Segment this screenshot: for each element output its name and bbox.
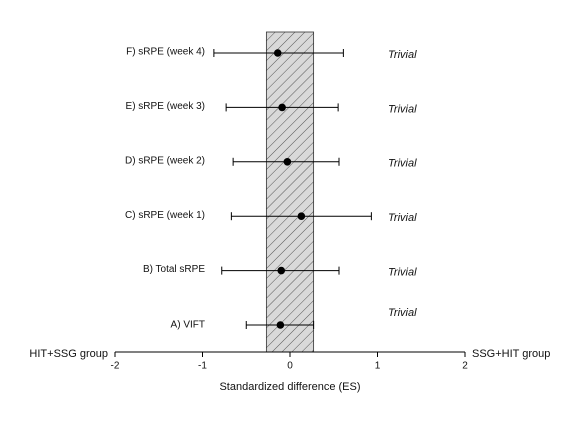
x-tick-label: 2 [462,361,468,372]
annotation: Trivial [388,49,417,61]
row-label: F) sRPE (week 4) [126,47,205,58]
row-label: E) sRPE (week 3) [126,101,205,112]
x-tick-label: -1 [198,361,207,372]
point [283,158,292,166]
x-tick-label: -2 [111,361,120,372]
annotation: Trivial [388,267,417,279]
annotation: Trivial [388,212,417,224]
row-label: B) Total sRPE [143,264,205,275]
x-tick-label: 1 [375,361,381,372]
point [273,49,282,57]
x-axis-title: Standardized difference (ES) [219,381,360,393]
left-label: HIT+SSG group [29,348,108,360]
point [277,266,286,275]
annotation: Trivial [388,103,417,115]
trivial-region [265,31,315,353]
annotation: Trivial [388,158,417,170]
row-label: D) sRPE (week 2) [125,155,205,166]
row-label: C) sRPE (week 1) [125,210,205,221]
point [276,321,285,329]
row-label: A) VIFT [171,320,205,331]
point [278,103,286,112]
x-tick-label: 0 [287,361,293,372]
right-label: SSG+HIT group [472,348,550,360]
annotation: Trivial [388,307,417,319]
point [297,212,306,220]
